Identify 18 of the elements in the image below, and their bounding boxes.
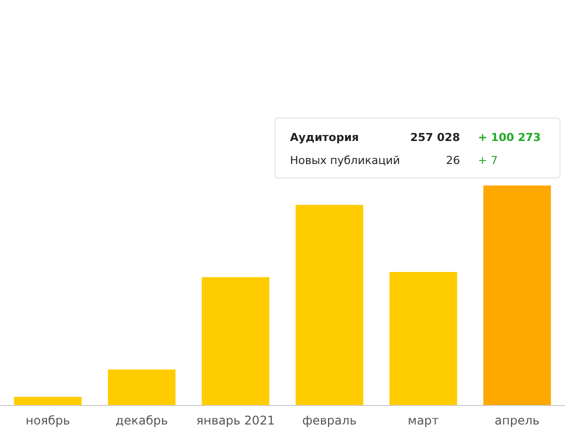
text: 26 bbox=[446, 154, 460, 167]
bar bbox=[14, 396, 82, 405]
x-tick-label: февраль bbox=[302, 414, 357, 428]
x-tick-label: декабрь bbox=[116, 414, 168, 428]
x-tick-label: март bbox=[408, 414, 439, 428]
text: 257 028 bbox=[410, 131, 460, 144]
text: Новых публикаций bbox=[290, 154, 400, 167]
text: + 7 bbox=[478, 154, 498, 167]
bar bbox=[108, 369, 176, 405]
bar bbox=[296, 204, 364, 405]
x-tick-label: апрель bbox=[494, 414, 540, 428]
text: Аудитория bbox=[290, 131, 359, 144]
x-tick-label: ноябрь bbox=[26, 414, 70, 428]
bar bbox=[202, 277, 270, 405]
x-tick-label: январь 2021 bbox=[196, 414, 275, 428]
bar bbox=[389, 272, 458, 405]
text: + 100 273 bbox=[478, 131, 541, 144]
bar bbox=[483, 186, 551, 405]
